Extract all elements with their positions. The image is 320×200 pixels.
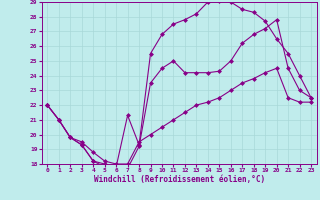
X-axis label: Windchill (Refroidissement éolien,°C): Windchill (Refroidissement éolien,°C) xyxy=(94,175,265,184)
